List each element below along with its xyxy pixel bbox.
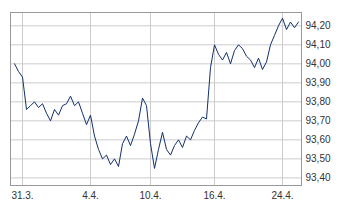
svg-text:94,00: 94,00 bbox=[306, 58, 331, 69]
svg-text:94,20: 94,20 bbox=[306, 20, 331, 31]
svg-text:93,40: 93,40 bbox=[306, 172, 331, 183]
svg-text:94,10: 94,10 bbox=[306, 39, 331, 50]
svg-text:31.3.: 31.3. bbox=[11, 190, 33, 201]
svg-text:4.4.: 4.4. bbox=[82, 190, 99, 201]
svg-text:93,70: 93,70 bbox=[306, 115, 331, 126]
svg-text:93,50: 93,50 bbox=[306, 153, 331, 164]
svg-text:24.4.: 24.4. bbox=[271, 190, 293, 201]
svg-text:93,90: 93,90 bbox=[306, 77, 331, 88]
svg-text:16.4.: 16.4. bbox=[203, 190, 225, 201]
svg-text:93,60: 93,60 bbox=[306, 134, 331, 145]
svg-text:93,80: 93,80 bbox=[306, 96, 331, 107]
svg-text:10.4.: 10.4. bbox=[139, 190, 161, 201]
